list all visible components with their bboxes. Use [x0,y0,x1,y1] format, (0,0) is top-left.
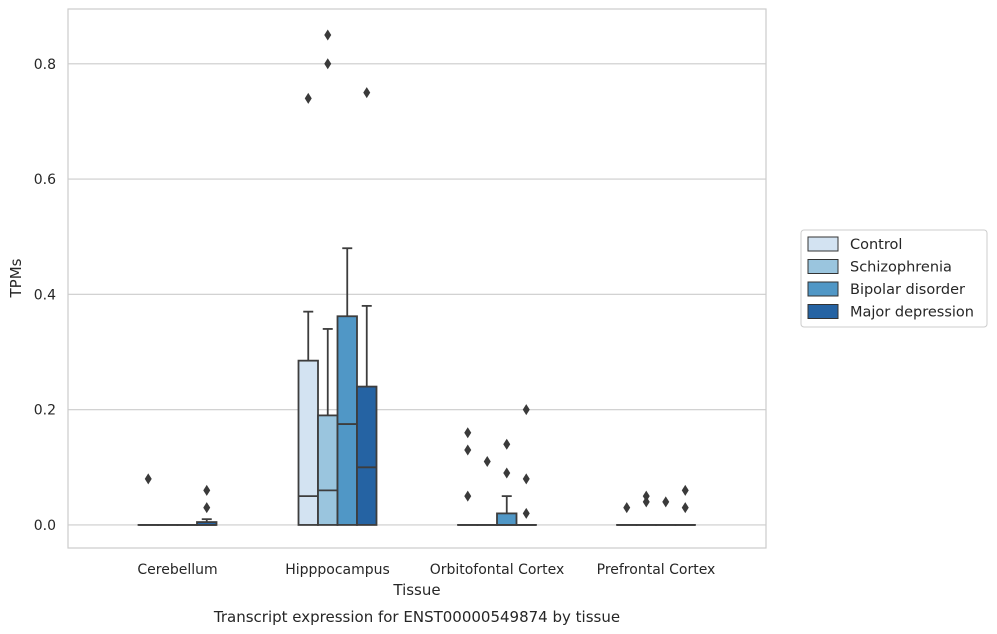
outlier-point [623,502,631,514]
x-tick-label: Hipppocampus [285,562,390,578]
outlier-point [503,467,511,479]
box-major-depression [196,518,218,526]
outlier-point [324,29,332,41]
outlier-points [144,29,689,519]
outlier-point [522,507,530,519]
outlier-point [642,496,650,508]
legend-label: Major depression [850,305,974,321]
legend-label: Bipolar disorder [850,282,965,298]
box-bipolar-disorder [496,495,518,526]
y-tick-label: 0.6 [34,172,56,188]
box-bipolar-disorder [336,247,358,526]
box-body [336,315,358,526]
box-groups [137,247,696,526]
box-body [496,512,518,526]
legend-frame [800,229,988,328]
legend-label: Control [850,237,902,253]
box-major-depression [356,304,378,526]
outlier-point [681,484,689,496]
outlier-point [464,490,472,502]
x-axis-label: Tissue [392,581,440,599]
outlier-point [522,404,530,416]
outlier-point [203,502,211,514]
outlier-point [681,502,689,514]
y-tick-label: 0.2 [34,403,56,419]
box-schizophrenia [317,328,339,526]
legend-swatch [807,281,839,297]
y-tick-label: 0.0 [34,518,56,534]
chart-caption: Transcript expression for ENST0000054987… [213,608,620,626]
outlier-point [203,484,211,496]
box-body [356,385,378,526]
outlier-point [144,473,152,485]
legend-label: Schizophrenia [850,260,952,276]
outlier-point [363,87,371,99]
plot-frame [67,8,767,549]
legend-swatch [807,304,839,319]
outlier-point [464,444,472,456]
plot-area [68,9,766,548]
x-tick-label: Cerebellum [137,562,217,578]
x-tick-label: Prefrontal Cortex [597,562,716,578]
y-axis-label: TPMs [7,258,25,298]
outlier-point [464,427,472,439]
outlier-point [662,496,670,508]
y-tick-label: 0.8 [34,57,56,73]
x-tick-labels: Cerebellum Hipppocampus Orbitofontal Corte… [137,562,715,578]
box-body [317,414,339,526]
outlier-point [324,58,332,70]
x-tick-label: Orbitofontal Cortex [430,562,565,578]
legend-swatch [807,236,839,252]
outlier-point [304,92,312,104]
legend-swatch [807,259,839,274]
y-tick-label: 0.4 [34,287,56,303]
outlier-point [642,490,650,502]
y-tick-labels: 0.0 0.2 0.4 0.6 0.8 [34,57,56,534]
outlier-point [522,473,530,485]
legend: Control Schizophrenia Bipolar disorder Majo… [800,229,988,328]
outlier-point [483,456,491,468]
outlier-point [503,438,511,450]
box-body [297,359,319,526]
